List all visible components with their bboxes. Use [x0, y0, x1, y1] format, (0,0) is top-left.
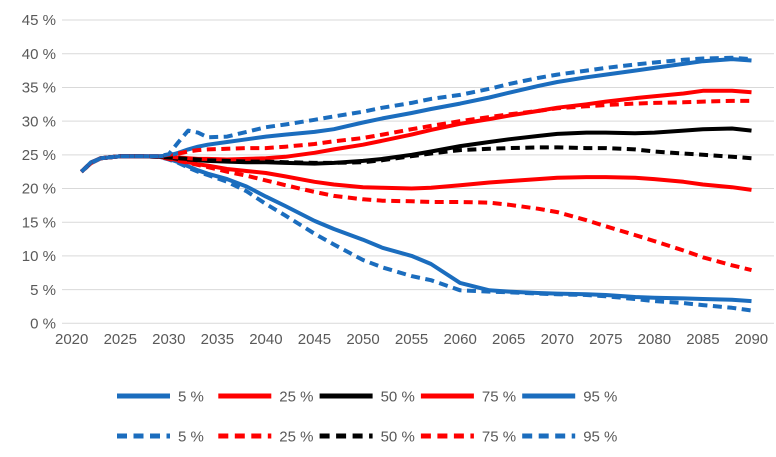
legend-label-p25-dashed: 25 % [279, 429, 313, 446]
x-tick-label: 2085 [686, 331, 719, 348]
x-tick-label: 2080 [638, 331, 671, 348]
x-tick-label: 2070 [541, 331, 574, 348]
y-tick-label: 30 % [22, 113, 56, 130]
x-tick-label: 2050 [346, 331, 379, 348]
legend-label-p75-dashed: 75 % [482, 429, 516, 446]
x-tick-label: 2055 [395, 331, 428, 348]
y-tick-label: 20 % [22, 181, 56, 198]
series-line-p50-dashed [80, 145, 752, 174]
x-tick-label: 2065 [492, 331, 525, 348]
x-tick-label: 2090 [735, 331, 768, 348]
x-tick-label: 2020 [55, 331, 88, 348]
x-tick-label: 2030 [152, 331, 185, 348]
legend-label-p5-solid: 5 % [178, 389, 204, 406]
x-tick-label: 2075 [589, 331, 622, 348]
y-tick-label: 15 % [22, 214, 56, 231]
legend-label-p50-solid: 50 % [381, 389, 415, 406]
y-tick-label: 5 % [30, 282, 56, 299]
x-tick-label: 2060 [443, 331, 476, 348]
legend-label-p50-dashed: 50 % [381, 429, 415, 446]
y-tick-label: 45 % [22, 12, 56, 29]
x-tick-label: 2040 [249, 331, 282, 348]
legend-label-p75-solid: 75 % [482, 389, 516, 406]
series-line-p95-dashed [80, 55, 752, 174]
y-tick-label: 10 % [22, 248, 56, 265]
y-tick-label: 40 % [22, 46, 56, 63]
y-tick-label: 25 % [22, 147, 56, 164]
y-tick-label: 0 % [30, 316, 56, 333]
y-tick-label: 35 % [22, 80, 56, 97]
legend-label-p95-solid: 95 % [583, 389, 617, 406]
x-tick-label: 2045 [298, 331, 331, 348]
legend-label-p95-dashed: 95 % [583, 429, 617, 446]
x-tick-label: 2025 [104, 331, 137, 348]
legend-label-p25-solid: 25 % [279, 389, 313, 406]
x-tick-label: 2035 [201, 331, 234, 348]
legend-label-p5-dashed: 5 % [178, 429, 204, 446]
